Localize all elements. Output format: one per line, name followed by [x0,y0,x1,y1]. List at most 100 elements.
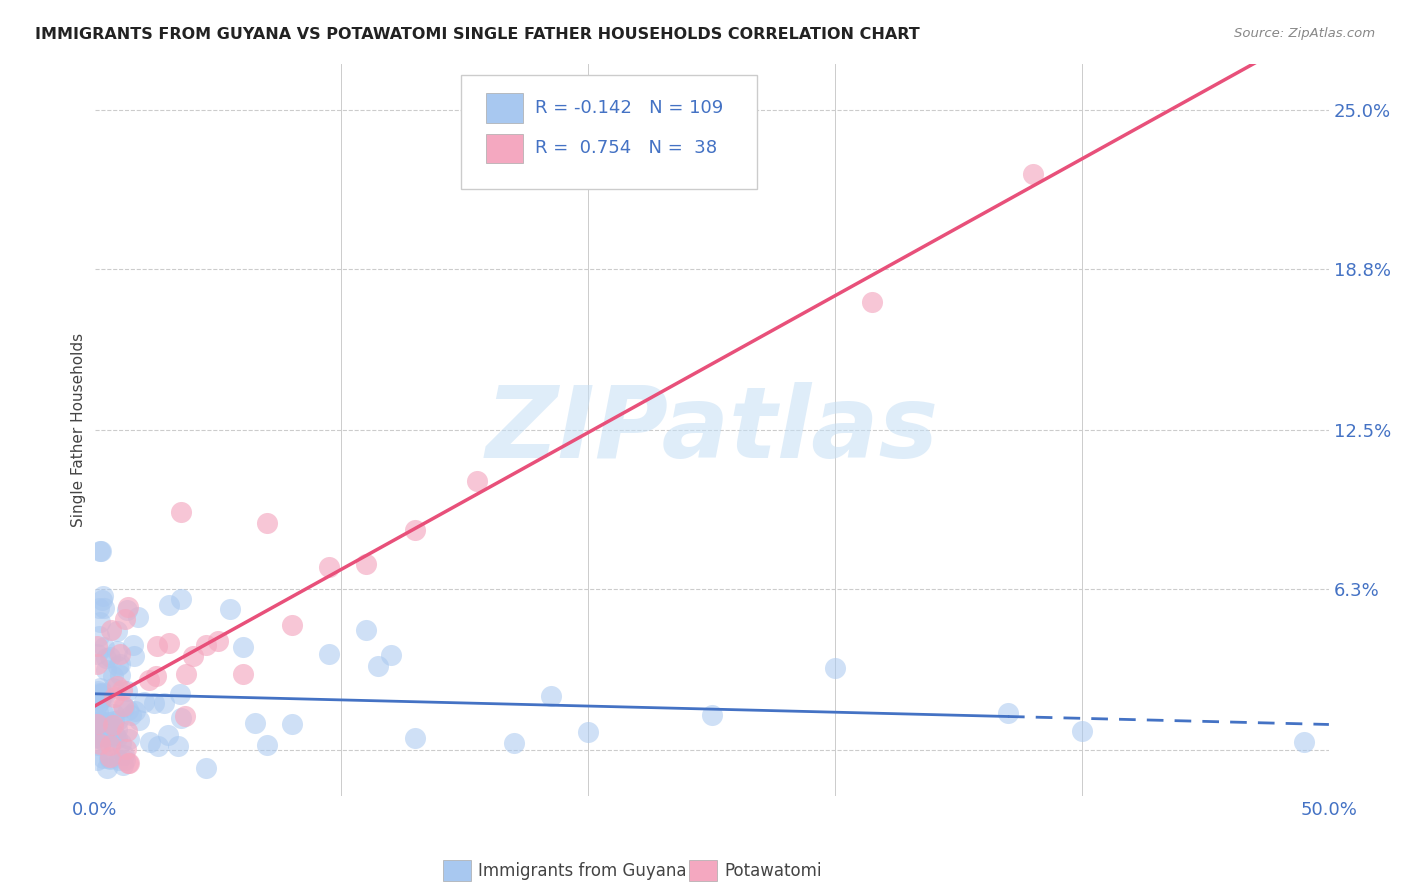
Point [93,726,115,740]
Point [157,599,180,613]
Point [104,728,127,742]
Point [97,714,120,729]
Point [101,669,124,683]
Point [86,718,108,732]
Point [134,696,156,710]
Point [86,753,108,767]
Point [354,557,377,571]
Point [170,592,193,607]
Point [101,717,124,731]
Point [997,706,1019,720]
Point [86,730,108,744]
Point [90,543,112,558]
Point [87,601,110,615]
Point [318,647,340,661]
Point [112,757,135,772]
Point [157,636,180,650]
Point [112,747,135,762]
Point [90,714,112,728]
Point [107,658,129,673]
Point [115,683,138,698]
Point [86,695,108,709]
Point [121,638,143,652]
Point [824,661,846,675]
Point [89,629,111,643]
Point [540,689,562,703]
Point [98,752,121,766]
Point [87,705,110,719]
Point [139,735,162,749]
Point [101,733,124,747]
Point [86,717,108,731]
Point [1294,735,1316,749]
Point [405,731,427,746]
Point [93,690,115,704]
Point [103,714,125,729]
Point [89,694,111,708]
Point [94,650,117,665]
Point [93,600,115,615]
Point [120,708,142,723]
Point [110,667,132,681]
Point [170,505,193,519]
Point [91,727,114,741]
Point [96,664,118,678]
Point [89,714,111,728]
Point [101,681,124,695]
Point [128,713,150,727]
Point [138,673,160,687]
Point [117,756,139,770]
Point [96,762,118,776]
FancyBboxPatch shape [486,94,523,122]
Point [145,669,167,683]
Point [107,713,129,727]
Point [111,698,134,713]
Point [232,667,254,681]
Point [98,650,121,665]
Point [100,624,122,638]
Point [105,731,128,745]
Point [122,649,145,664]
Y-axis label: Single Father Households: Single Father Households [72,333,86,527]
Point [87,738,110,752]
Point [111,683,134,698]
Point [142,697,165,711]
Point [105,679,128,693]
Text: R = -0.142   N = 109: R = -0.142 N = 109 [536,99,724,117]
Point [115,603,138,617]
Point [354,623,377,637]
Point [127,609,149,624]
Point [174,709,197,723]
Point [86,727,108,741]
Point [380,648,402,663]
Point [219,602,242,616]
Point [174,667,197,681]
Point [93,640,115,654]
Point [105,722,128,736]
Point [117,599,139,614]
Point [860,295,883,310]
Point [98,750,121,764]
Point [89,737,111,751]
Point [118,756,141,770]
Point [117,703,139,717]
Point [103,690,125,704]
Point [108,753,131,767]
Point [156,728,179,742]
Point [114,753,136,767]
Point [115,741,138,756]
Point [367,658,389,673]
Point [503,736,526,750]
Point [465,475,488,489]
Text: R =  0.754   N =  38: R = 0.754 N = 38 [536,139,717,157]
Point [281,716,304,731]
Point [89,615,111,629]
FancyBboxPatch shape [461,75,758,188]
Point [87,686,110,700]
Point [108,647,131,661]
Point [318,559,340,574]
Point [86,640,108,654]
Point [114,612,136,626]
Point [86,717,108,731]
Point [146,739,169,753]
